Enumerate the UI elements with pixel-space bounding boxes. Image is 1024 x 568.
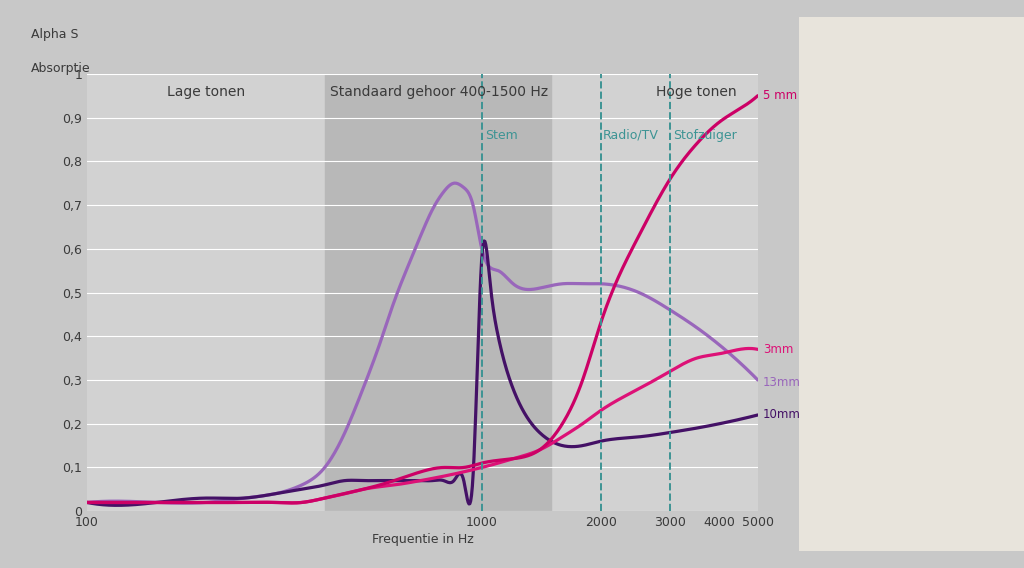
Text: Lage tonen: Lage tonen xyxy=(167,85,245,99)
Text: Hoge tonen: Hoge tonen xyxy=(656,85,737,99)
Text: 3mm: 3mm xyxy=(763,343,794,356)
Text: Stofzuiger: Stofzuiger xyxy=(673,128,736,141)
Text: Radio/TV: Radio/TV xyxy=(602,128,658,141)
Text: Alpha S: Alpha S xyxy=(31,28,78,41)
Text: Absorptie: Absorptie xyxy=(31,62,90,76)
X-axis label: Frequentie in Hz: Frequentie in Hz xyxy=(372,533,473,546)
Text: 10mm: 10mm xyxy=(763,408,801,421)
Text: 5 mm: 5 mm xyxy=(763,89,797,102)
Text: Stem: Stem xyxy=(485,128,518,141)
Text: 13mm: 13mm xyxy=(763,375,801,389)
Bar xyxy=(325,74,551,511)
Text: Standaard gehoor 400-1500 Hz: Standaard gehoor 400-1500 Hz xyxy=(330,85,548,99)
